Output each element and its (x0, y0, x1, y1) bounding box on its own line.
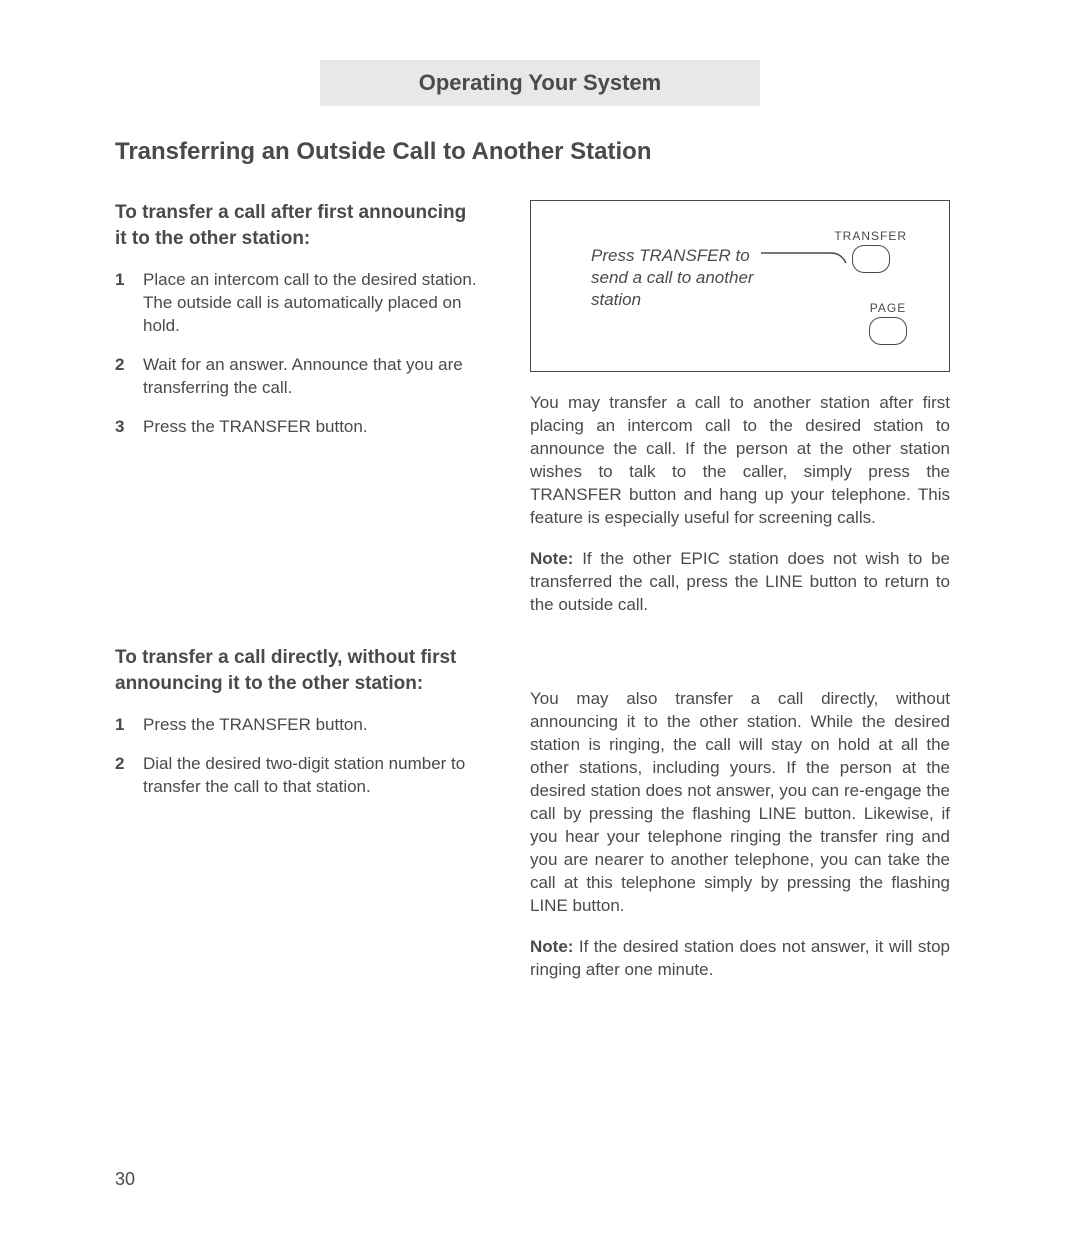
subhead-direct: To transfer a call directly, without fir… (115, 645, 480, 696)
note-text: If the desired station does not answer, … (530, 937, 950, 979)
step-item: 1Place an intercom call to the desired s… (115, 269, 480, 338)
transfer-label: TRANSFER (834, 229, 907, 243)
page-button-graphic: PAGE (869, 301, 907, 345)
note-label: Note: (530, 937, 573, 956)
step-text: Dial the desired two-digit station numbe… (143, 753, 480, 799)
step-item: 3Press the TRANSFER button. (115, 416, 480, 439)
page-number: 30 (115, 1169, 135, 1190)
step-number: 2 (115, 354, 143, 400)
step-number: 1 (115, 269, 143, 338)
left-column: To transfer a call after first announcin… (115, 200, 480, 1000)
spacer (530, 634, 950, 688)
button-shape-icon (852, 245, 890, 273)
subhead-announce: To transfer a call after first announcin… (115, 200, 480, 251)
steps-direct: 1Press the TRANSFER button. 2Dial the de… (115, 714, 480, 799)
two-column-layout: To transfer a call after first announcin… (115, 200, 965, 1000)
paragraph: You may also transfer a call directly, w… (530, 688, 950, 917)
note-text: If the other EPIC station does not wish … (530, 549, 950, 614)
step-item: 2Wait for an answer. Announce that you a… (115, 354, 480, 400)
spacer (115, 455, 480, 645)
step-item: 2Dial the desired two-digit station numb… (115, 753, 480, 799)
section-title: Transferring an Outside Call to Another … (115, 138, 965, 166)
step-text: Press the TRANSFER button. (143, 416, 480, 439)
chapter-banner: Operating Your System (320, 60, 760, 106)
step-item: 1Press the TRANSFER button. (115, 714, 480, 737)
right-column: Press TRANSFER to send a call to another… (530, 200, 950, 1000)
step-text: Wait for an answer. Announce that you ar… (143, 354, 480, 400)
step-text: Press the TRANSFER button. (143, 714, 480, 737)
paragraph: You may transfer a call to another stati… (530, 392, 950, 530)
diagram-caption: Press TRANSFER to send a call to another… (591, 245, 771, 311)
note-paragraph: Note: If the desired station does not an… (530, 936, 950, 982)
step-number: 3 (115, 416, 143, 439)
step-text: Place an intercom call to the desired st… (143, 269, 480, 338)
step-number: 1 (115, 714, 143, 737)
transfer-button-graphic: TRANSFER (834, 229, 907, 273)
page-label: PAGE (869, 301, 907, 315)
steps-announce: 1Place an intercom call to the desired s… (115, 269, 480, 439)
button-diagram: Press TRANSFER to send a call to another… (530, 200, 950, 372)
button-shape-icon (869, 317, 907, 345)
note-paragraph: Note: If the other EPIC station does not… (530, 548, 950, 617)
note-label: Note: (530, 549, 573, 568)
step-number: 2 (115, 753, 143, 799)
